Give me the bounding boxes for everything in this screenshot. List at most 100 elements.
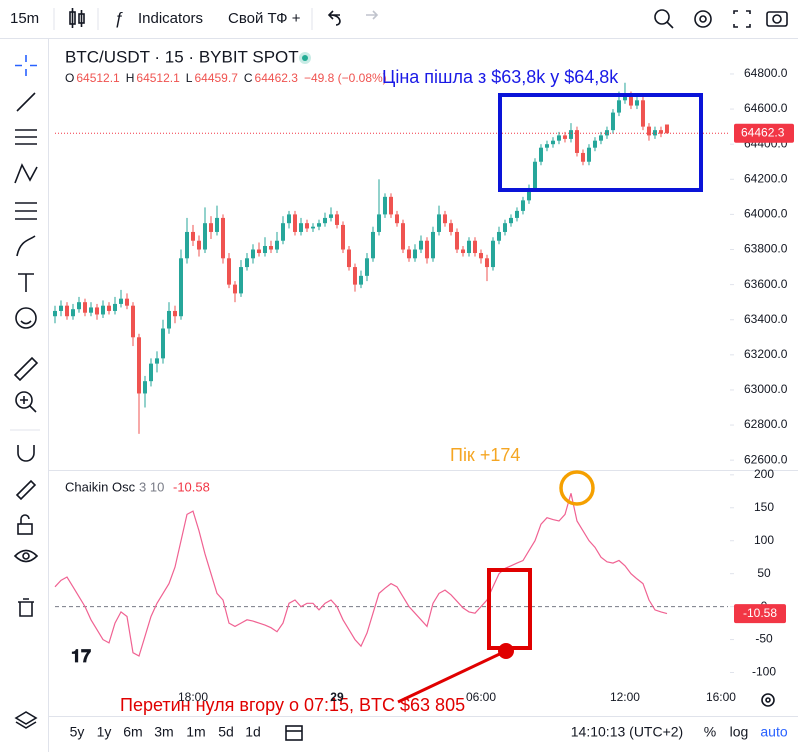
candle-body bbox=[364, 258, 369, 276]
y-tick-label: -100 bbox=[752, 665, 776, 679]
candle-body bbox=[178, 258, 183, 317]
candle-body bbox=[100, 305, 105, 315]
candle-body bbox=[148, 363, 153, 382]
candle-body bbox=[82, 302, 87, 313]
fib-tool[interactable] bbox=[15, 129, 37, 145]
osc-title: Chaikin Osc bbox=[65, 479, 136, 494]
range-button[interactable]: 5d bbox=[218, 724, 234, 740]
indicators-icon[interactable]: ƒ bbox=[114, 8, 123, 27]
candle-body bbox=[454, 231, 459, 250]
prediction-tool[interactable] bbox=[15, 202, 37, 220]
candle-body bbox=[340, 224, 345, 250]
symbol-title: BTC/USDT · 15 · BYBIT SPOT bbox=[65, 47, 299, 66]
candle-body bbox=[53, 310, 57, 317]
candle-body bbox=[520, 200, 525, 211]
candle-body bbox=[130, 305, 135, 338]
range-button[interactable]: 1m bbox=[186, 724, 205, 740]
candle-body bbox=[472, 240, 477, 254]
redo-icon[interactable] bbox=[366, 10, 379, 20]
interval-button[interactable]: 15m bbox=[10, 10, 39, 27]
candle-body bbox=[562, 135, 567, 139]
indicators-button[interactable]: Indicators bbox=[138, 10, 203, 27]
candle-body bbox=[256, 249, 261, 254]
y-tick-label: 63000.0 bbox=[744, 382, 788, 396]
trendline-tool[interactable] bbox=[16, 92, 36, 112]
range-button[interactable]: 6m bbox=[123, 724, 142, 740]
plot-area bbox=[53, 73, 734, 674]
text-tool[interactable] bbox=[18, 273, 34, 292]
candle-body bbox=[280, 223, 285, 241]
candle-body bbox=[412, 249, 417, 259]
icon-tool[interactable] bbox=[15, 307, 37, 329]
candle-body bbox=[310, 226, 315, 229]
screenshot-icon[interactable] bbox=[766, 11, 788, 27]
candle-body bbox=[208, 223, 213, 232]
delete-tool[interactable] bbox=[18, 598, 34, 617]
fullscreen-icon[interactable] bbox=[733, 10, 751, 28]
candle-body bbox=[496, 231, 501, 241]
y-tick-label: 63800.0 bbox=[744, 242, 788, 256]
candle-body bbox=[406, 249, 411, 259]
ruler-tool[interactable] bbox=[13, 356, 39, 382]
annotation-arrow bbox=[397, 649, 507, 704]
clock: 14:10:13 (UTC+2) bbox=[571, 724, 683, 740]
candle-body bbox=[508, 217, 513, 224]
custom-tf-button[interactable]: Свой ТФ + bbox=[228, 10, 301, 27]
price-tag-label: 64462.3 bbox=[741, 125, 785, 139]
candle-body bbox=[268, 246, 273, 250]
zoom-tool[interactable] bbox=[15, 391, 37, 413]
candle-body bbox=[586, 147, 591, 162]
y-tick-label: 64000.0 bbox=[744, 207, 788, 221]
visibility-tool[interactable] bbox=[13, 549, 39, 563]
osc-params: 3 10 bbox=[139, 479, 164, 494]
candle-body bbox=[544, 144, 549, 148]
candle-body bbox=[184, 231, 189, 259]
magnet-tool[interactable] bbox=[17, 445, 35, 462]
candle-body bbox=[232, 284, 237, 294]
layers-tool[interactable] bbox=[14, 711, 38, 729]
osc-tag-label: -10.58 bbox=[743, 606, 777, 620]
candle-body bbox=[106, 305, 111, 311]
ohlc-value: 64512.1 bbox=[76, 71, 120, 85]
settings-icon[interactable] bbox=[694, 10, 712, 28]
draw-mode-tool[interactable] bbox=[15, 479, 37, 501]
candle-body bbox=[538, 147, 543, 162]
lock-tool[interactable] bbox=[17, 514, 33, 535]
candle-body bbox=[64, 305, 69, 317]
ohlc-legend: O 64512.1 H 64512.1 L 64459.7 C 64462.3 −49.8 (−… bbox=[65, 71, 387, 85]
range-button[interactable]: 1d bbox=[245, 724, 261, 740]
undo-icon[interactable] bbox=[327, 10, 341, 26]
y-tick-label: 200 bbox=[754, 467, 774, 481]
y-tick-label: 64600.0 bbox=[744, 101, 788, 115]
candle-body bbox=[202, 223, 207, 250]
candle-body bbox=[550, 140, 555, 145]
range-button[interactable]: 5y bbox=[70, 724, 85, 740]
candle-body bbox=[478, 253, 483, 259]
date-range-icon[interactable] bbox=[285, 725, 303, 741]
percent-toggle[interactable]: % bbox=[704, 724, 716, 740]
crosshair-tool[interactable] bbox=[15, 55, 37, 76]
candle-body bbox=[664, 124, 669, 134]
x-tick-label: 06:00 bbox=[466, 690, 496, 704]
search-icon[interactable] bbox=[654, 9, 674, 29]
ohlc-label: L bbox=[186, 71, 193, 85]
candle-body bbox=[658, 130, 663, 134]
brush-tool[interactable] bbox=[16, 235, 36, 257]
candle-body bbox=[304, 223, 309, 229]
candle-body bbox=[610, 112, 615, 131]
range-button[interactable]: 3m bbox=[154, 724, 173, 740]
osc-line bbox=[54, 493, 668, 657]
candle-body bbox=[436, 214, 441, 232]
candle-body bbox=[448, 223, 453, 232]
log-toggle[interactable]: log bbox=[730, 724, 749, 740]
chart-type-icon[interactable] bbox=[69, 8, 85, 28]
candle-body bbox=[640, 100, 645, 127]
candle-body bbox=[190, 231, 195, 241]
auto-toggle[interactable]: auto bbox=[760, 724, 787, 740]
range-button[interactable]: 1y bbox=[97, 724, 112, 740]
annotation-circle bbox=[559, 470, 595, 506]
candle-body bbox=[118, 298, 123, 304]
scale-settings-icon[interactable] bbox=[761, 693, 775, 707]
pattern-tool[interactable] bbox=[14, 163, 38, 184]
y-tick-label: 63200.0 bbox=[744, 347, 788, 361]
